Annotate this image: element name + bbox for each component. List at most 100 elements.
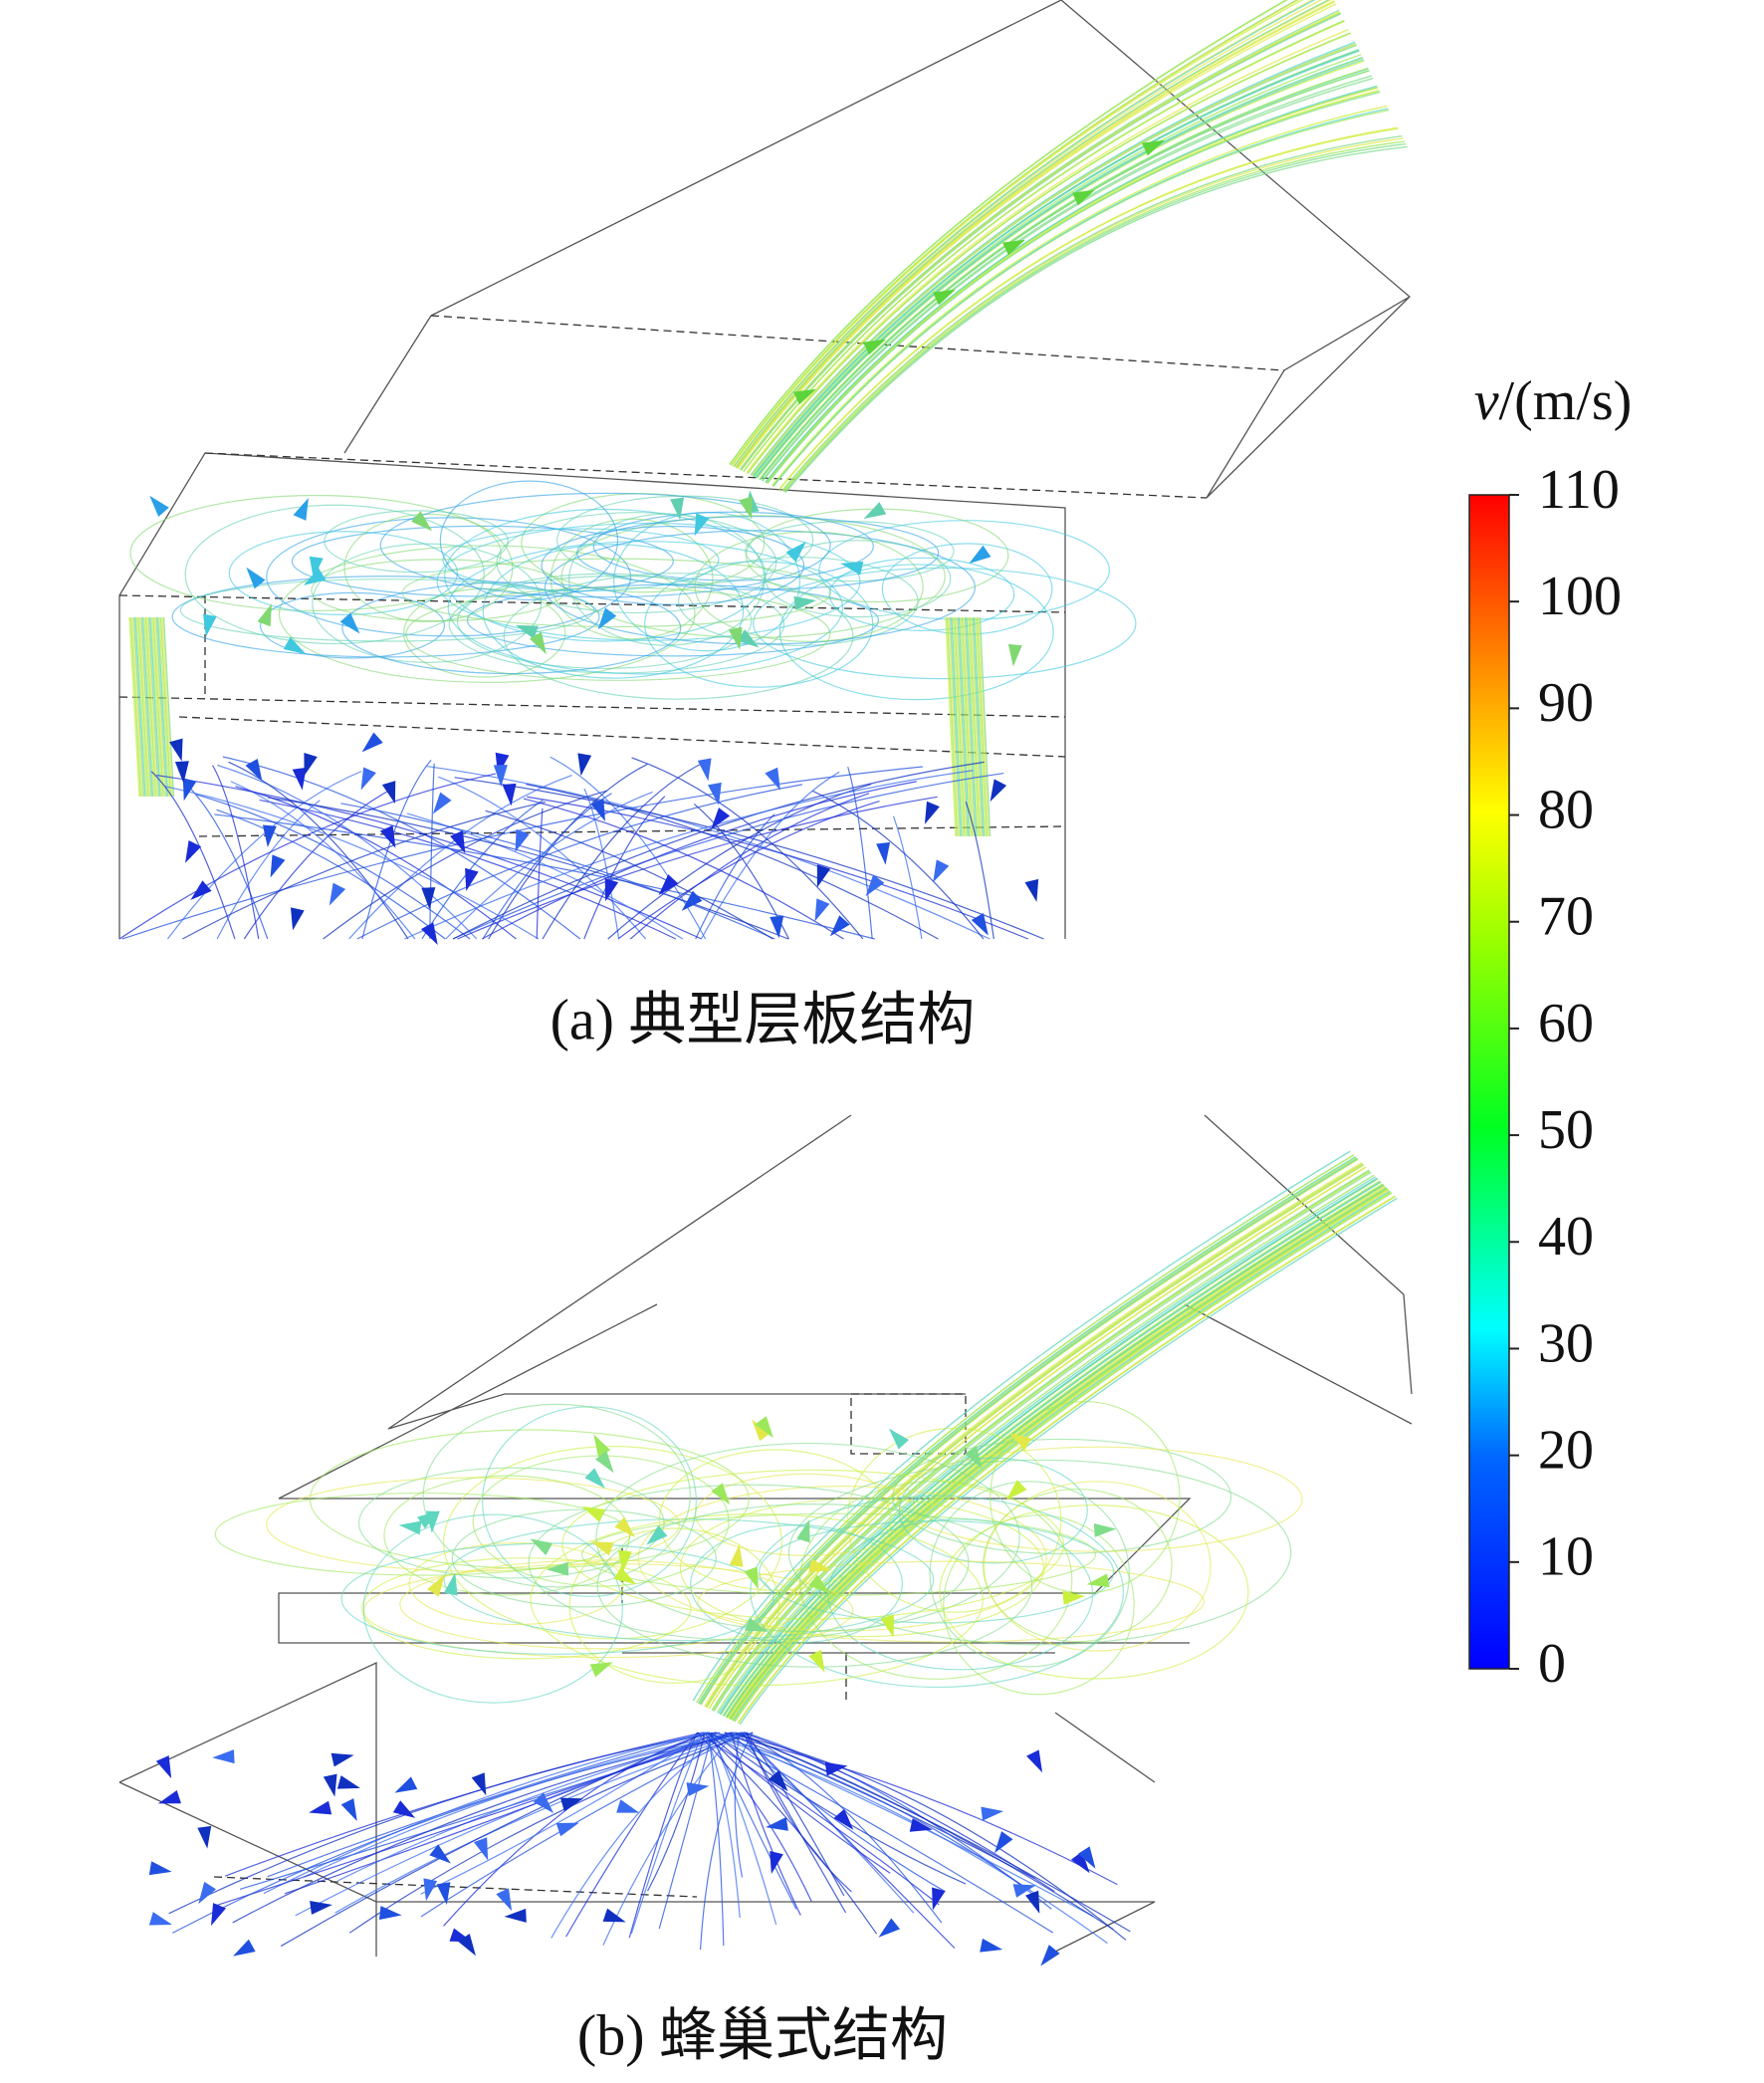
flow-arrow: [590, 1541, 614, 1556]
streamline: [708, 1166, 1367, 1710]
flow-arrow: [808, 1558, 832, 1573]
streamline: [528, 1484, 970, 1642]
flow-arrow: [304, 752, 318, 777]
streamline: [755, 57, 1364, 479]
flow-arrow: [584, 1468, 605, 1489]
streamline: [719, 1177, 1378, 1716]
flow-arrow: [711, 808, 731, 829]
flow-arrow: [378, 1906, 402, 1921]
streamline: [284, 1732, 721, 1895]
flow-arrow: [739, 496, 753, 520]
streamline: [442, 528, 720, 592]
streamline: [710, 1732, 777, 1926]
flow-arrow: [589, 1662, 613, 1678]
streamline: [134, 616, 146, 798]
streamline: [704, 1732, 741, 1919]
flow-arrow: [981, 1806, 1004, 1821]
streamline: [118, 773, 496, 940]
streamline: [171, 576, 600, 658]
streamline: [150, 616, 163, 798]
streamline: [716, 1174, 1375, 1714]
flow-arrow: [331, 1752, 354, 1767]
streamline: [696, 1732, 812, 1902]
flow-arrow: [863, 339, 886, 355]
streamline: [982, 1488, 1173, 1643]
flow-arrow: [329, 882, 346, 906]
streamline: [379, 492, 831, 598]
streamline: [259, 799, 677, 940]
streamline: [706, 1164, 1364, 1709]
flow-arrow: [604, 878, 619, 902]
flow-arrow: [728, 626, 743, 650]
streamline: [225, 1732, 704, 1877]
streamline: [729, 1732, 946, 1893]
flow-arrow: [270, 854, 286, 878]
streamline: [781, 135, 1403, 492]
streamline: [828, 557, 1015, 631]
streamline: [960, 616, 972, 837]
flow-arrow: [425, 1510, 440, 1533]
streamline: [772, 109, 1390, 487]
flow-arrow: [865, 874, 885, 897]
streamline: [128, 616, 140, 798]
streamline: [734, 1732, 744, 1878]
streamline: [742, 1732, 847, 1914]
flow-arrow: [770, 1850, 783, 1875]
streamline: [746, 28, 1349, 474]
streamline: [750, 41, 1356, 476]
streamline: [703, 1732, 1108, 1945]
streamline: [751, 43, 1357, 476]
flow-arrow: [303, 568, 327, 585]
streamlines-b: [148, 1150, 1398, 1967]
streamline: [703, 1732, 878, 1935]
flow-arrow: [458, 1934, 476, 1957]
streamline: [706, 1732, 891, 1874]
flow-arrow: [711, 1483, 731, 1505]
flow-arrow: [737, 629, 760, 648]
streamline: [723, 1181, 1382, 1717]
streamline: [155, 616, 167, 798]
flow-arrow: [1024, 878, 1039, 902]
streamline: [778, 564, 1054, 701]
streamline: [734, 1192, 1393, 1723]
streamline: [447, 541, 844, 675]
streamline: [526, 784, 939, 940]
streamline: [737, 1195, 1396, 1725]
flow-arrow: [212, 1749, 235, 1764]
streamline: [740, 1732, 956, 1950]
flow-arrow: [530, 1538, 553, 1556]
streamline: [896, 1446, 1303, 1552]
flow-arrow: [546, 1561, 569, 1576]
flow-arrow: [157, 1789, 181, 1804]
streamline: [217, 764, 478, 940]
streamline: [700, 1158, 1358, 1706]
streamline: [536, 808, 544, 940]
streamline: [583, 788, 620, 940]
streamline: [617, 801, 880, 940]
streamline: [361, 760, 432, 940]
streamline: [948, 616, 960, 837]
flow-arrow: [808, 1574, 830, 1594]
flow-arrow: [392, 1800, 416, 1818]
streamline: [568, 1527, 780, 1685]
flow-arrow: [793, 595, 817, 610]
streamline: [732, 1190, 1391, 1722]
streamline: [496, 512, 777, 614]
flow-arrow: [933, 859, 950, 883]
streamline: [592, 511, 874, 581]
streamline: [408, 1541, 625, 1626]
streamline: [153, 616, 166, 798]
streamline: [451, 1508, 717, 1608]
flow-arrow: [450, 830, 466, 854]
streamline: [550, 518, 714, 640]
colorbar-tick-label: 100: [1538, 566, 1622, 627]
streamline: [990, 1400, 1181, 1594]
streamline: [704, 1732, 1027, 1889]
flow-arrow: [1012, 1884, 1036, 1898]
streamline: [595, 1442, 1020, 1633]
flow-arrow: [980, 1938, 1003, 1953]
flow-arrow: [533, 1792, 554, 1813]
flow-arrow: [878, 1918, 901, 1938]
streamline: [429, 763, 435, 940]
